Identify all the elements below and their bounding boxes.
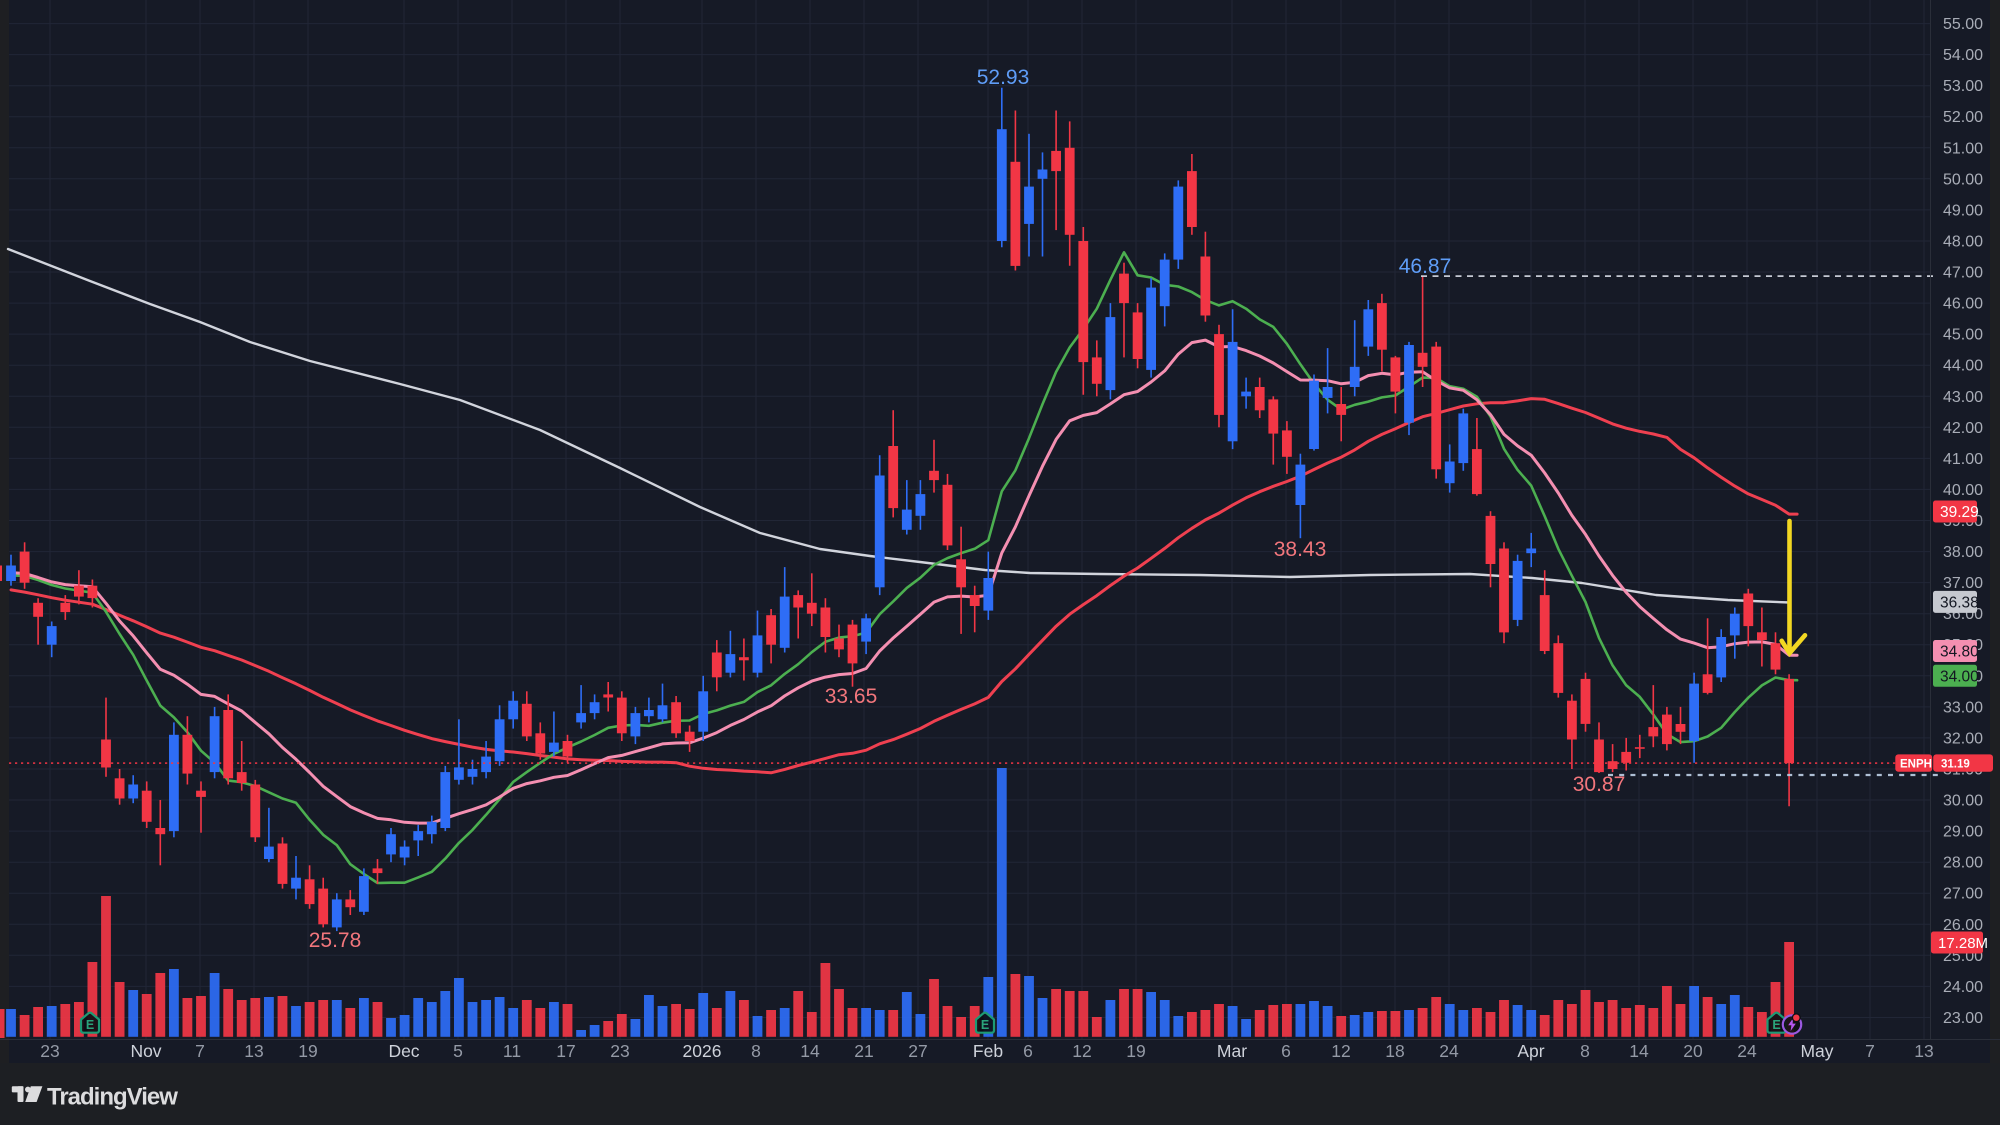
svg-text:21: 21 bbox=[854, 1041, 873, 1061]
svg-text:44.00: 44.00 bbox=[1943, 358, 1983, 375]
svg-text:38.00: 38.00 bbox=[1943, 544, 1983, 561]
svg-text:30.87: 30.87 bbox=[1573, 773, 1626, 796]
svg-text:46.00: 46.00 bbox=[1943, 296, 1983, 313]
svg-text:46.87: 46.87 bbox=[1399, 255, 1452, 278]
svg-text:23.00: 23.00 bbox=[1943, 1010, 1983, 1027]
svg-text:48.00: 48.00 bbox=[1943, 234, 1983, 251]
svg-text:E: E bbox=[1772, 1018, 1780, 1032]
svg-text:ENPH: ENPH bbox=[1900, 759, 1932, 771]
svg-text:45.00: 45.00 bbox=[1943, 327, 1983, 344]
svg-text:19: 19 bbox=[298, 1041, 317, 1061]
svg-text:13: 13 bbox=[244, 1041, 263, 1061]
svg-text:Nov: Nov bbox=[130, 1041, 161, 1061]
svg-text:25.78: 25.78 bbox=[309, 929, 362, 952]
svg-text:33.65: 33.65 bbox=[825, 685, 878, 708]
svg-text:52.00: 52.00 bbox=[1943, 109, 1983, 126]
svg-text:Dec: Dec bbox=[388, 1041, 419, 1061]
svg-text:19: 19 bbox=[1126, 1041, 1145, 1061]
svg-text:13: 13 bbox=[1914, 1041, 1933, 1061]
svg-text:5: 5 bbox=[453, 1041, 463, 1061]
svg-text:34.80: 34.80 bbox=[1940, 644, 1979, 661]
svg-text:E: E bbox=[86, 1018, 94, 1032]
svg-text:8: 8 bbox=[1580, 1041, 1590, 1061]
svg-text:29.00: 29.00 bbox=[1943, 824, 1983, 841]
svg-text:40.00: 40.00 bbox=[1943, 482, 1983, 499]
svg-text:12: 12 bbox=[1072, 1041, 1091, 1061]
svg-text:38.43: 38.43 bbox=[1274, 538, 1327, 561]
svg-text:47.00: 47.00 bbox=[1943, 265, 1983, 282]
svg-text:41.00: 41.00 bbox=[1943, 451, 1983, 468]
svg-text:2026: 2026 bbox=[683, 1041, 722, 1061]
svg-text:24.00: 24.00 bbox=[1943, 979, 1983, 996]
svg-text:27: 27 bbox=[908, 1041, 927, 1061]
svg-text:24: 24 bbox=[1737, 1041, 1757, 1061]
svg-text:24: 24 bbox=[1439, 1041, 1459, 1061]
svg-text:43.00: 43.00 bbox=[1943, 389, 1983, 406]
svg-text:May: May bbox=[1800, 1041, 1833, 1061]
svg-text:14: 14 bbox=[1629, 1041, 1649, 1061]
svg-text:17.28M: 17.28M bbox=[1938, 935, 1988, 952]
svg-text:50.00: 50.00 bbox=[1943, 171, 1983, 188]
svg-text:26.00: 26.00 bbox=[1943, 917, 1983, 934]
svg-text:23: 23 bbox=[40, 1041, 59, 1061]
svg-text:28.00: 28.00 bbox=[1943, 855, 1983, 872]
svg-text:TradingView: TradingView bbox=[47, 1084, 178, 1111]
svg-text:Apr: Apr bbox=[1517, 1041, 1544, 1061]
svg-text:20: 20 bbox=[1683, 1041, 1703, 1061]
svg-text:6: 6 bbox=[1281, 1041, 1291, 1061]
svg-text:36.38: 36.38 bbox=[1940, 594, 1979, 611]
svg-text:52.93: 52.93 bbox=[977, 66, 1030, 89]
svg-text:Mar: Mar bbox=[1217, 1041, 1247, 1061]
svg-text:7: 7 bbox=[195, 1041, 205, 1061]
svg-text:6: 6 bbox=[1023, 1041, 1033, 1061]
svg-text:34.00: 34.00 bbox=[1940, 668, 1979, 685]
svg-text:14: 14 bbox=[800, 1041, 820, 1061]
svg-text:27.00: 27.00 bbox=[1943, 886, 1983, 903]
svg-text:11: 11 bbox=[503, 1041, 521, 1061]
svg-text:33.00: 33.00 bbox=[1943, 699, 1983, 716]
svg-text:Feb: Feb bbox=[973, 1041, 1003, 1061]
svg-text:53.00: 53.00 bbox=[1943, 78, 1983, 95]
svg-text:31.19: 31.19 bbox=[1941, 759, 1970, 771]
svg-text:8: 8 bbox=[751, 1041, 761, 1061]
svg-text:12: 12 bbox=[1331, 1041, 1350, 1061]
svg-text:17: 17 bbox=[556, 1041, 575, 1061]
svg-text:49.00: 49.00 bbox=[1943, 202, 1983, 219]
svg-text:42.00: 42.00 bbox=[1943, 420, 1983, 437]
svg-text:54.00: 54.00 bbox=[1943, 47, 1983, 64]
svg-text:39.29: 39.29 bbox=[1940, 504, 1979, 521]
svg-text:32.00: 32.00 bbox=[1943, 730, 1983, 747]
svg-text:37.00: 37.00 bbox=[1943, 575, 1983, 592]
svg-text:55.00: 55.00 bbox=[1943, 16, 1983, 33]
svg-text:7: 7 bbox=[1865, 1041, 1875, 1061]
svg-text:E: E bbox=[981, 1018, 989, 1032]
svg-text:23: 23 bbox=[610, 1041, 629, 1061]
svg-text:51.00: 51.00 bbox=[1943, 140, 1983, 157]
svg-text:30.00: 30.00 bbox=[1943, 793, 1983, 810]
svg-text:18: 18 bbox=[1385, 1041, 1404, 1061]
